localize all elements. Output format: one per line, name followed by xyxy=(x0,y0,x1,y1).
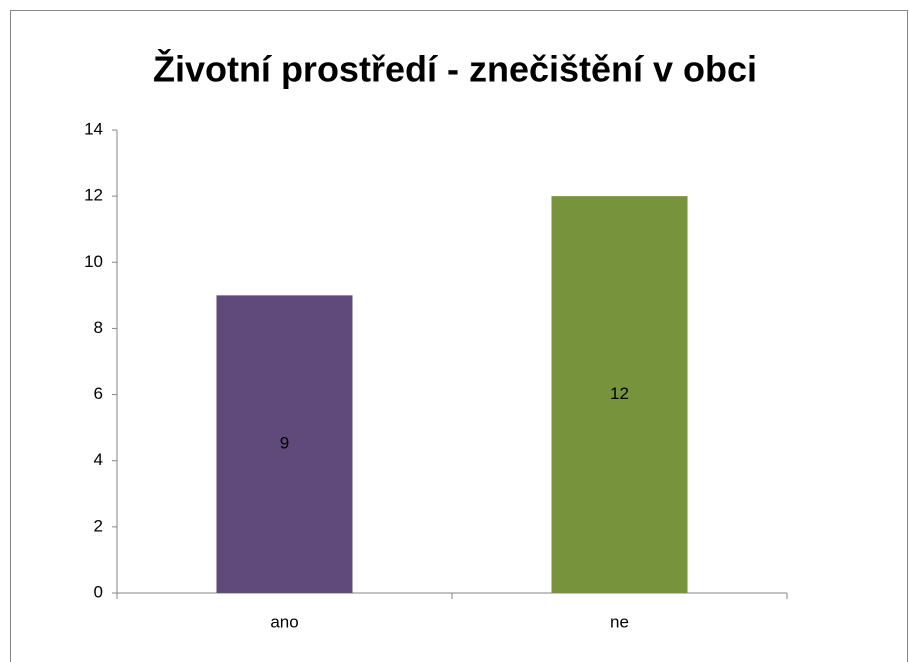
chart-border xyxy=(10,10,908,662)
data-label: 12 xyxy=(610,384,629,403)
y-tick-label: 0 xyxy=(94,582,103,601)
bar xyxy=(551,196,688,593)
y-tick-label: 8 xyxy=(94,318,103,337)
y-tick-label: 6 xyxy=(94,384,103,403)
x-tick-label: ne xyxy=(610,612,629,631)
y-tick-label: 14 xyxy=(84,119,103,138)
data-label: 9 xyxy=(280,434,289,453)
y-tick-label: 12 xyxy=(84,186,103,205)
chart-title: Životní prostředí - znečištění v obci xyxy=(153,48,757,90)
y-tick-label: 4 xyxy=(94,450,103,469)
y-tick-label: 2 xyxy=(94,516,103,535)
x-tick-label: ano xyxy=(270,612,298,631)
y-tick-label: 10 xyxy=(84,252,103,271)
bar xyxy=(216,295,353,593)
